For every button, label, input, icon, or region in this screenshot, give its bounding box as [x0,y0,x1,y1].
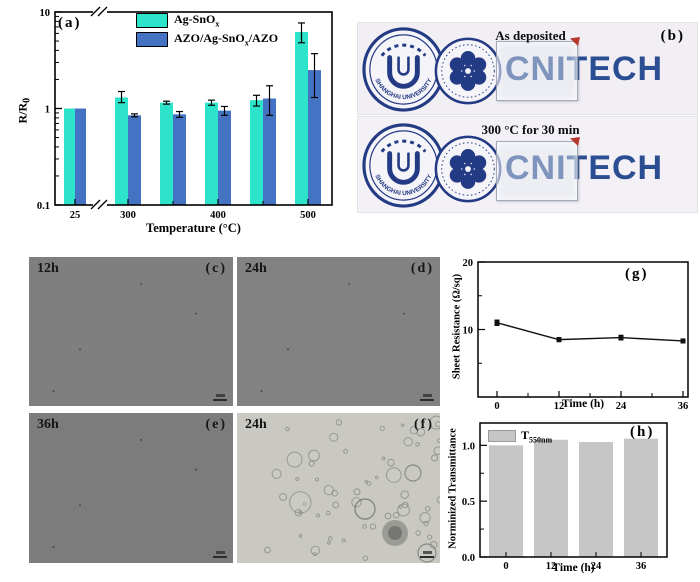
legend-label-agsno: Ag-SnOx [174,12,220,29]
micrograph-c: 12h (c) [29,257,233,406]
chart-a-ylabel: R/R0 [15,97,33,124]
panel-f-label: (f) [414,417,434,432]
svg-text:0: 0 [494,401,499,412]
panel-b-sample-photos: SHANGHAI UNIVERSITY CNITECH As deposited… [357,22,698,213]
svg-text:12: 12 [546,561,557,572]
svg-text:10: 10 [40,8,51,19]
svg-text:20: 20 [463,258,474,269]
red-marker [570,137,580,146]
bar-chart-h: 0.0 0.5 1.0 0 12 24 36 [462,422,668,572]
scale-bar [213,551,227,558]
panel-b-label: (b) [660,28,685,44]
photo-caption-annealed: 300 °C for 30 min [481,122,580,137]
cnitech-wordmark: CNITECH [505,149,664,187]
svg-text:24: 24 [591,561,602,572]
micrograph-e: 36h (e) [29,413,233,563]
panel-a-label: (a) [58,15,82,31]
cas-logo [434,135,502,203]
legend-label-t550: T550nm [521,428,553,445]
chart-h-ylabel: Norminized Transmittance [447,428,459,549]
chart-g-ylabel: Sheet Resistance (Ω/sq) [451,273,463,380]
micrograph-f-time: 24h [245,417,267,432]
legend-swatch-t550 [488,430,516,443]
micrograph-f-bubbles: 24h (f) [237,413,440,563]
legend-row-agsno: Ag-SnOx [136,12,278,28]
svg-text:1: 1 [45,105,50,116]
glass-sample [496,137,580,201]
chart-h-xlabel: Time (h) [552,562,595,574]
cnitech-wordmark: CNITECH [505,50,664,88]
svg-text:12: 12 [554,401,565,412]
panel-a-resistance-chart: 0.1 1 10 25 300 400 500 (a) Ag-SnOx AZO/Ag-SnO… [8,0,353,248]
svg-text:0: 0 [503,561,508,572]
panel-h-label: (h) [630,424,655,440]
cas-logo [434,37,502,105]
scale-bar [420,551,434,558]
chart-a-legend: Ag-SnOx AZO/Ag-SnOx/AZO [136,12,278,51]
panel-e-label: (e) [205,417,227,432]
bar-chart-a: 0.1 1 10 25 300 400 500 [37,6,333,221]
svg-text:36: 36 [636,561,647,572]
svg-text:0.1: 0.1 [37,201,50,212]
svg-text:500: 500 [300,210,316,221]
svg-text:300: 300 [120,210,136,221]
photo-as-deposited: SHANGHAI UNIVERSITY CNITECH As deposited… [357,22,698,115]
svg-text:0.5: 0.5 [462,497,475,508]
svg-text:25: 25 [70,210,81,221]
svg-text:400: 400 [210,210,226,221]
line-chart-g: 10 20 0 12 24 36 [463,258,689,412]
chart-a-xlabel: Temperature (°C) [146,221,241,235]
chart-h-legend: T550nm [488,428,552,444]
scale-bar [213,394,227,401]
legend-label-azo: AZO/Ag-SnOx/AZO [174,31,279,48]
photo-annealed: SHANGHAI UNIVERSITY CNITECH 300 °C for 3… [357,116,698,213]
svg-text:24: 24 [616,401,627,412]
micrograph-texture [260,282,406,393]
micrograph-d: 24h (d) [237,257,440,406]
micrograph-c-time: 12h [37,261,59,276]
legend-row-azo: AZO/Ag-SnOx/AZO [136,31,279,48]
micrograph-texture [52,438,198,549]
legend-swatch-agsno [136,12,168,28]
panel-d-label: (d) [410,261,434,276]
panel-h-transmittance-chart: 0.0 0.5 1.0 0 12 24 36 (h) Norminized Transmit… [443,412,700,582]
svg-text:10: 10 [463,326,474,337]
glass-sample [496,37,580,101]
red-marker [570,37,580,46]
svg-text:36: 36 [678,401,689,412]
panel-c-label: (c) [205,261,227,276]
chart-g-xlabel: Time (h) [561,398,605,410]
micrograph-e-time: 36h [37,417,59,432]
legend-swatch-azo [136,32,168,48]
photo-caption-as-deposited: As deposited [495,28,566,43]
panel-g-sheet-resistance-chart: 10 20 0 12 24 36 (g) Sheet Resistance (Ω/sq) … [443,250,700,412]
svg-text:1.0: 1.0 [462,441,475,452]
micrograph-d-time: 24h [245,261,267,276]
shanghai-university-logo: SHANGHAI UNIVERSITY [362,123,445,208]
svg-text:0.0: 0.0 [462,553,475,564]
bubbles-texture [264,415,440,563]
micrograph-texture [52,282,198,393]
panel-g-label: (g) [625,266,649,282]
scale-bar [420,394,434,401]
